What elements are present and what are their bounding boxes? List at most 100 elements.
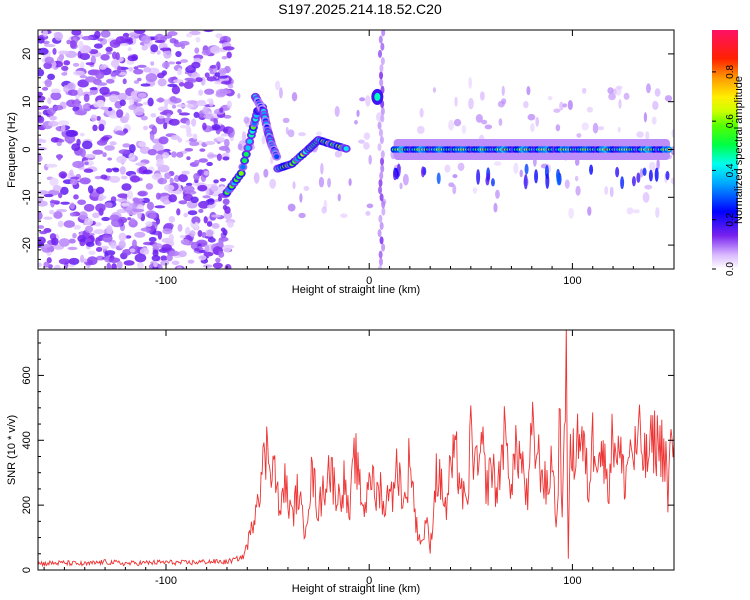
noise-blob — [162, 227, 173, 235]
band-streak — [524, 163, 529, 175]
noise-blob — [97, 38, 104, 42]
noise-blob — [95, 255, 105, 261]
colorbar-tick-label: 0.6 — [725, 114, 736, 128]
noise-blob — [43, 216, 53, 220]
noise-blob — [74, 98, 81, 108]
colorbar-ticks: 0.0 0.2 0.4 0.6 0.8 — [712, 64, 736, 276]
noise-blob — [198, 255, 207, 261]
noise-blob — [198, 208, 204, 214]
band-streak — [642, 167, 647, 176]
faint-blob — [453, 118, 462, 127]
noise-blob — [38, 138, 44, 143]
noise-blob — [182, 193, 193, 202]
noise-blob — [116, 109, 124, 118]
faint-blob — [468, 76, 473, 89]
noise-blob — [79, 148, 86, 158]
noise-blob — [82, 104, 89, 109]
spike-blob — [378, 178, 383, 187]
spectrogram-xtick-label: -100 — [155, 275, 177, 287]
faint-blob — [270, 156, 274, 165]
faint-blob — [654, 88, 661, 97]
noise-blob — [183, 212, 189, 218]
noise-blob — [137, 64, 147, 68]
faint-blob — [646, 83, 651, 94]
noise-blob — [44, 56, 54, 64]
noise-blob — [147, 149, 158, 156]
faint-blob — [279, 87, 283, 99]
noise-blob — [85, 241, 95, 247]
noise-blob — [77, 87, 84, 97]
noise-blob — [141, 45, 148, 51]
faint-blob — [562, 103, 568, 108]
faint-blob — [448, 119, 455, 131]
noise-blob — [119, 43, 130, 47]
noise-blob — [94, 175, 103, 180]
noise-blob — [148, 67, 160, 75]
noise-blob — [49, 115, 58, 121]
noise-blob — [163, 184, 175, 192]
noise-blob — [185, 33, 193, 38]
noise-blob — [68, 238, 76, 244]
spike-blob — [381, 200, 386, 209]
noise-blob — [185, 182, 193, 187]
noise-blob — [116, 260, 123, 269]
noise-blob — [58, 238, 70, 247]
noise-blob — [65, 129, 78, 138]
faint-blob — [587, 206, 592, 216]
rising-trace-core — [343, 146, 349, 152]
noise-blob — [111, 263, 117, 269]
noise-blob — [70, 176, 80, 180]
noise-blob — [143, 67, 152, 73]
noise-blob — [181, 170, 191, 175]
noise-blob — [186, 132, 193, 138]
spike-blob — [379, 193, 384, 202]
faint-blob — [484, 124, 493, 130]
noise-blob — [123, 260, 135, 266]
noise-blob — [192, 133, 198, 140]
spectrogram-ytick-label: -20 — [21, 237, 33, 253]
faint-blob — [340, 213, 348, 219]
noise-blob — [160, 255, 168, 262]
faint-blob — [609, 186, 614, 198]
faint-blob — [616, 85, 623, 90]
noise-blob — [63, 60, 71, 66]
noise-blob — [133, 80, 140, 84]
faint-blob — [498, 118, 503, 126]
noise-blob — [203, 113, 214, 120]
noise-blob — [206, 229, 214, 237]
noise-blob — [93, 43, 103, 49]
noise-blob — [155, 217, 161, 225]
faint-blob — [576, 133, 582, 138]
noise-blob — [143, 125, 149, 131]
noise-blob — [72, 160, 85, 169]
noise-blob — [194, 247, 200, 252]
band-streak — [486, 172, 491, 182]
noise-blob — [112, 168, 120, 173]
noise-blob — [201, 49, 212, 56]
faint-blob — [568, 207, 574, 219]
faint-blob — [269, 178, 277, 189]
noise-blob — [106, 262, 112, 269]
noise-blob — [47, 97, 52, 105]
faint-blob — [655, 207, 660, 218]
noise-blob — [195, 77, 203, 83]
spike-blob — [378, 214, 383, 223]
noise-blob — [197, 184, 208, 192]
faint-blob — [457, 162, 465, 171]
vertical-spike-marks — [377, 30, 386, 269]
noise-blob — [179, 124, 191, 129]
noise-blob — [110, 59, 120, 68]
faint-blob — [564, 179, 570, 189]
noise-blob — [140, 35, 151, 45]
noise-blob — [156, 50, 161, 55]
faint-blob — [452, 174, 458, 179]
noise-blob — [151, 254, 161, 262]
faint-blob — [368, 154, 372, 165]
faint-blob — [468, 97, 474, 110]
noise-blob — [207, 154, 219, 158]
noise-blob — [102, 152, 107, 158]
noise-blob — [100, 245, 110, 250]
spectrogram-ytick-label: 20 — [21, 48, 33, 60]
noise-blob — [73, 70, 85, 76]
